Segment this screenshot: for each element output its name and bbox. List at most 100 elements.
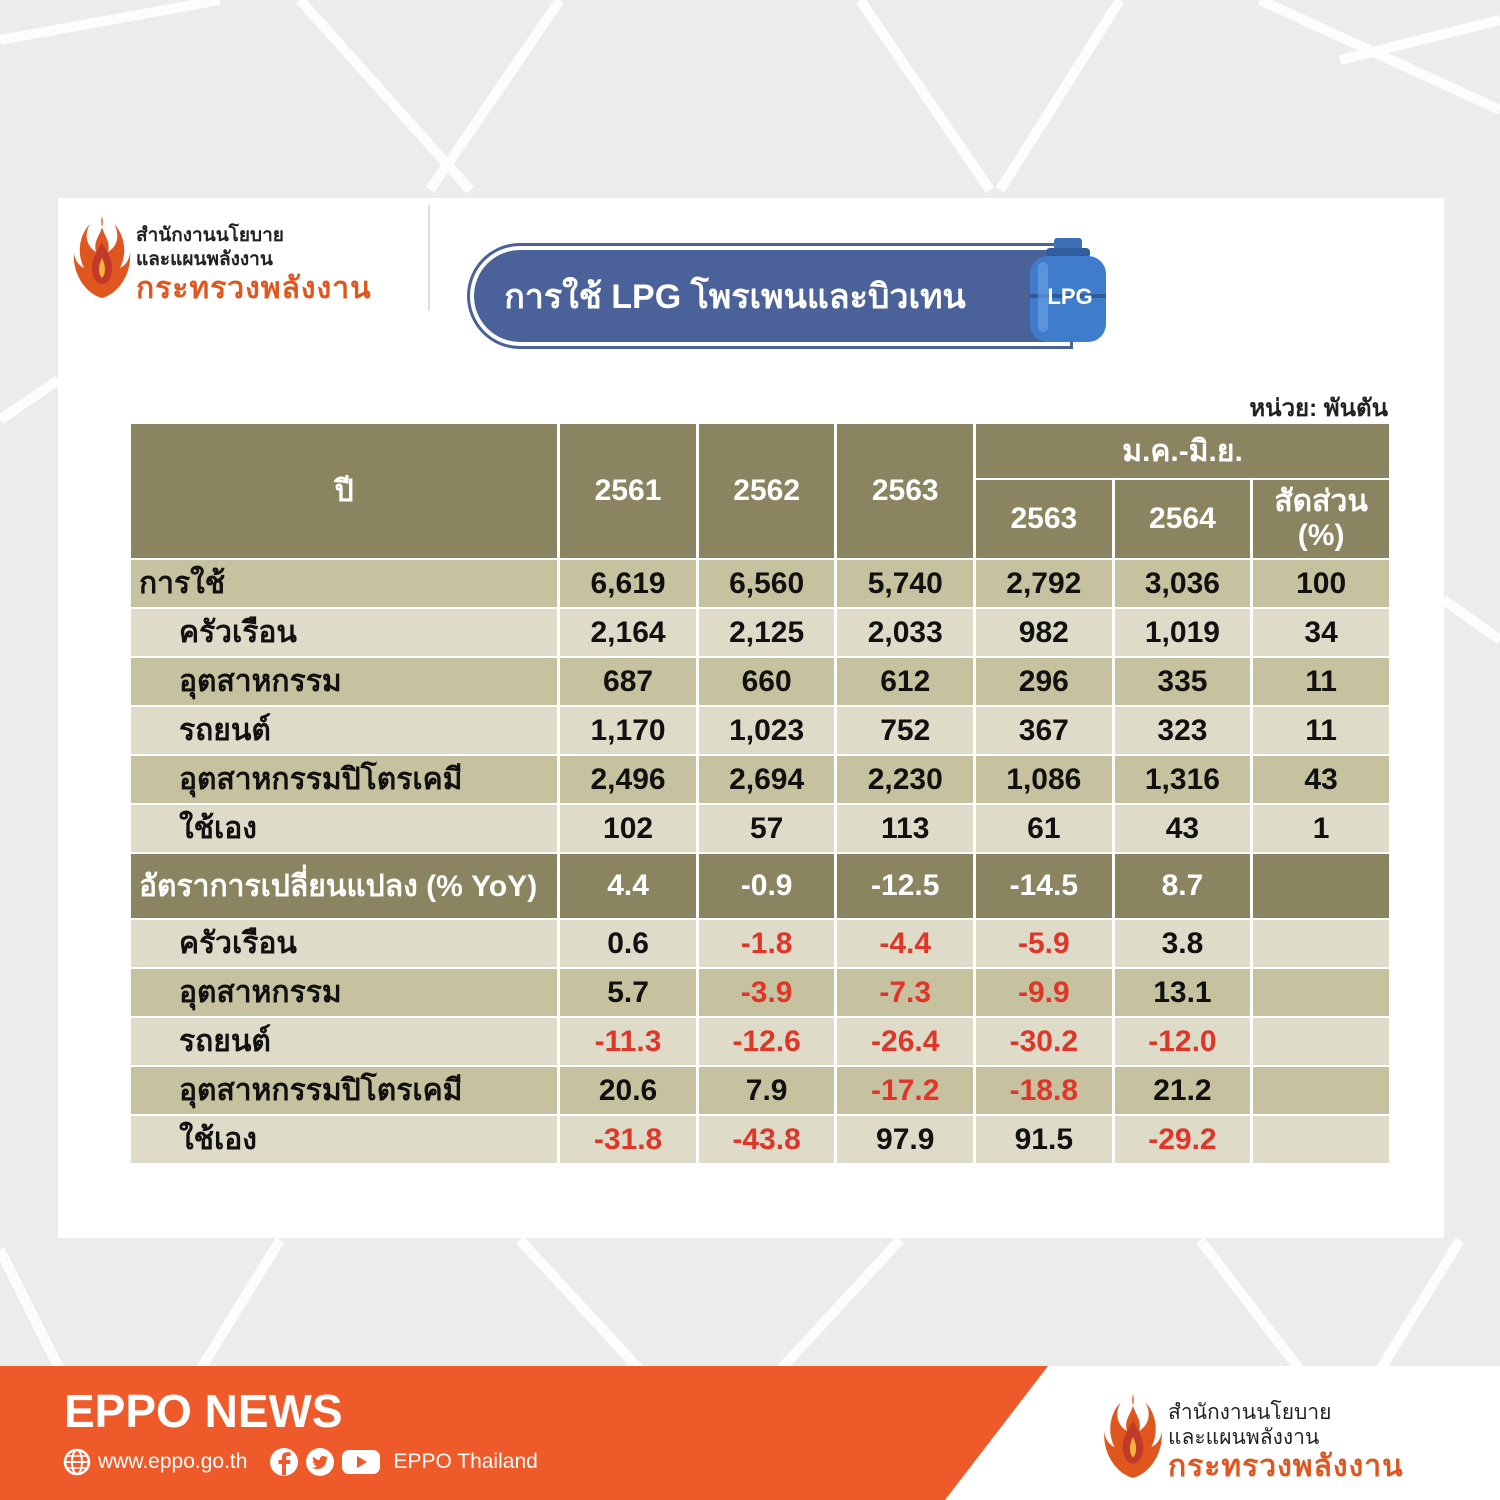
table-cell: 43 (1253, 756, 1389, 803)
footer-org-line-3: กระทรวงพลังงาน (1168, 1450, 1404, 1483)
header-period-2563: 2563 (976, 480, 1112, 558)
table-row: ครัวเรือน 0.6 -1.8 -4.4 -5.9 3.8 (131, 920, 1389, 967)
table-cell: -3.9 (698, 969, 835, 1016)
header-2562: 2562 (698, 424, 835, 558)
twitter-icon[interactable] (305, 1447, 335, 1477)
table-row: อุตสาหกรรม 5.7 -3.9 -7.3 -9.9 13.1 (131, 969, 1389, 1016)
footer-org-line-2: และแผนพลังงาน (1168, 1426, 1320, 1449)
table-cell: 2,033 (837, 609, 974, 656)
table-cell: 5.7 (560, 969, 696, 1016)
youtube-icon[interactable] (341, 1447, 381, 1477)
table-cell: -9.9 (976, 969, 1112, 1016)
unit-label: หน่วย: พันตัน (1249, 395, 1388, 422)
table-cell: 100 (1253, 560, 1389, 607)
table-cell: 113 (837, 805, 974, 852)
table-cell: 752 (837, 707, 974, 754)
table-cell: -26.4 (837, 1018, 974, 1065)
table-cell: 20.6 (560, 1067, 696, 1114)
background-pattern (0, 0, 1500, 1370)
table-cell: 1,019 (1114, 609, 1251, 656)
table-cell: 57 (698, 805, 835, 852)
table-cell (1253, 1116, 1389, 1163)
org-line-1: สำนักงานนโยบาย (136, 225, 284, 246)
facebook-icon[interactable] (269, 1447, 299, 1477)
table-cell: 34 (1253, 609, 1389, 656)
table-cell: 1,316 (1114, 756, 1251, 803)
table-cell: 687 (560, 658, 696, 705)
table-cell: 0.6 (560, 920, 696, 967)
table-cell: 11 (1253, 658, 1389, 705)
table-cell: 2,125 (698, 609, 835, 656)
table-cell: 1,086 (976, 756, 1112, 803)
table-cell (1253, 969, 1389, 1016)
table-cell: -5.9 (976, 920, 1112, 967)
table-row: ใช้เอง 102 57 113 61 43 1 (131, 805, 1389, 852)
eppo-logo: สำนักงานนโยบาย และแผนพลังงาน กระทรวงพลัง… (72, 212, 422, 312)
table-cell: -30.2 (976, 1018, 1112, 1065)
table-cell: -31.8 (560, 1116, 696, 1163)
table-cell (1253, 1067, 1389, 1114)
table-cell: 4.4 (560, 854, 696, 918)
row-label: อัตราการเปลี่ยนแปลง (% YoY) (131, 854, 558, 918)
table-cell: -12.5 (837, 854, 974, 918)
globe-icon (63, 1448, 91, 1476)
table-cell: -11.3 (560, 1018, 696, 1065)
table-row: รถยนต์ 1,170 1,023 752 367 323 11 (131, 707, 1389, 754)
page-title: การใช้ LPG โพรเพนและบิวเทน (504, 278, 966, 316)
table-cell: 13.1 (1114, 969, 1251, 1016)
lpg-tank-icon: LPG (1030, 238, 1106, 342)
footer-contacts: www.eppo.go.th EPPO Thailand (62, 1447, 538, 1477)
social-handle[interactable]: EPPO Thailand (393, 1450, 538, 1473)
table-cell: 21.2 (1114, 1067, 1251, 1114)
table-cell: 43 (1114, 805, 1251, 852)
table-cell: 2,792 (976, 560, 1112, 607)
footer-brand: EPPO NEWS (64, 1385, 343, 1437)
org-line-3: กระทรวงพลังงาน (136, 272, 372, 305)
footer-eppo-logo: สำนักงานนโยบาย และแผนพลังงาน กระทรวงพลัง… (1100, 1388, 1480, 1488)
tank-label: LPG (1047, 284, 1092, 309)
footer-band (0, 1366, 1500, 1500)
header-period: ม.ค.-มิ.ย. (976, 424, 1389, 478)
table-cell: 3.8 (1114, 920, 1251, 967)
table-row: ใช้เอง -31.8 -43.8 97.9 91.5 -29.2 (131, 1116, 1389, 1163)
row-label: อุตสาหกรรม (131, 969, 558, 1016)
table-cell: 3,036 (1114, 560, 1251, 607)
header-2561: 2561 (560, 424, 696, 558)
header-period-2564: 2564 (1114, 480, 1251, 558)
table-cell: 367 (976, 707, 1112, 754)
table-cell: 61 (976, 805, 1112, 852)
row-label: ครัวเรือน (131, 920, 558, 967)
title-banner: การใช้ LPG โพรเพนและบิวเทน (470, 246, 1070, 346)
table-section-row: การใช้ 6,619 6,560 5,740 2,792 3,036 100 (131, 560, 1389, 607)
table-cell: 2,230 (837, 756, 974, 803)
table-cell: -7.3 (837, 969, 974, 1016)
table-cell: 660 (698, 658, 835, 705)
table-cell: 11 (1253, 707, 1389, 754)
row-label: รถยนต์ (131, 1018, 558, 1065)
row-label: ใช้เอง (131, 1116, 558, 1163)
row-label: อุตสาหกรรมปิโตรเคมี (131, 756, 558, 803)
table-row: รถยนต์ -11.3 -12.6 -26.4 -30.2 -12.0 (131, 1018, 1389, 1065)
table-cell: -29.2 (1114, 1116, 1251, 1163)
table-cell: 1,023 (698, 707, 835, 754)
header-share: สัดส่วน (%) (1253, 480, 1389, 558)
table-row: ครัวเรือน 2,164 2,125 2,033 982 1,019 34 (131, 609, 1389, 656)
website-link[interactable]: www.eppo.go.th (98, 1450, 248, 1473)
footer-org-name: สำนักงานนโยบาย และแผนพลังงาน กระทรวงพลัง… (1168, 1400, 1404, 1484)
table-section-row: อัตราการเปลี่ยนแปลง (% YoY) 4.4 -0.9 -12.5-… (131, 854, 1389, 918)
table-cell: 296 (976, 658, 1112, 705)
table-cell (1253, 854, 1389, 918)
table-cell: 6,560 (698, 560, 835, 607)
row-label: อุตสาหกรรม (131, 658, 558, 705)
table-cell: 5,740 (837, 560, 974, 607)
table-cell: -18.8 (976, 1067, 1112, 1114)
header-year: ปี (131, 424, 558, 558)
flame-logo-icon (73, 216, 131, 298)
table-cell: -14.5 (976, 854, 1112, 918)
table-cell: -43.8 (698, 1116, 835, 1163)
footer-flame-logo-icon (1104, 1394, 1162, 1478)
row-label: ใช้เอง (131, 805, 558, 852)
table-cell: 97.9 (837, 1116, 974, 1163)
table-cell: 335 (1114, 658, 1251, 705)
table-row: อุตสาหกรรม 687 660 612 296 335 11 (131, 658, 1389, 705)
